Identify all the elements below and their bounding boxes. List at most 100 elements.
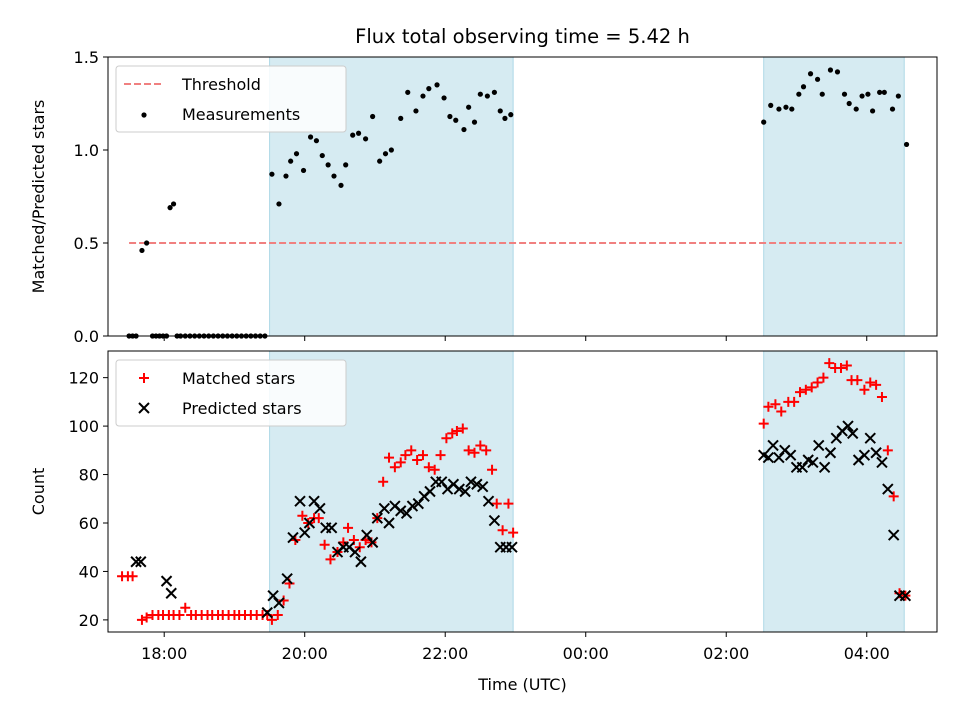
predicted-point [294,495,306,507]
data-point [167,205,173,211]
y-tick-label: 1.0 [74,141,99,160]
matched-point [423,462,434,473]
predicted-point [135,556,147,568]
data-point [325,162,331,168]
predicted-point [424,485,436,498]
matched-point [435,450,446,461]
y-tick-label: 60 [79,514,99,533]
data-point [331,173,337,179]
predicted-point [887,529,900,541]
matched-point [475,440,486,451]
data-point [789,106,795,112]
data-point [497,108,503,114]
matched-point [770,399,781,410]
legend-label: Measurements [182,105,300,124]
data-point [382,151,389,157]
data-point [441,95,447,101]
y-tick-label: 20 [79,611,99,630]
data-point [783,104,789,110]
predicted-point [488,514,501,527]
x-tick-label: 22:00 [422,644,468,663]
data-point [768,102,774,108]
data-point [865,91,871,97]
data-point [502,115,508,121]
data-point [853,106,859,112]
axes-frame [107,350,938,633]
matched-point [343,522,354,533]
matched-point [481,445,492,456]
matched-point [406,445,417,456]
matched-point [758,418,769,429]
matched-point [174,610,185,621]
data-point [388,147,394,153]
data-point [834,69,841,75]
matched-point [469,447,480,458]
legend-measurement-marker [141,112,147,118]
legend-box [115,359,347,427]
matched-point [824,358,835,369]
data-point [461,126,467,133]
predicted-point [366,536,379,549]
matched-point [487,464,498,475]
predicted-point [846,427,859,440]
data-point [877,89,883,95]
data-point [338,182,344,188]
data-point [300,167,307,174]
legend: Threshold Measurements [115,65,347,133]
data-point [420,93,426,99]
matched-point [835,362,846,373]
data-point [370,113,376,120]
data-point [859,93,865,99]
legend-label: Predicted stars [182,399,302,418]
observing-window-2 [763,56,905,337]
matched-point [384,452,395,463]
matched-point [882,445,893,456]
matched-point [441,433,452,444]
matched-point [818,372,829,383]
data-point [405,89,411,95]
data-point [139,247,145,254]
predicted-point [165,587,177,599]
predicted-point [476,480,489,493]
y-tick-label: 120 [68,369,99,388]
data-point [343,162,349,168]
matched-point [508,527,519,538]
data-point [471,119,478,125]
matched-point [378,476,389,487]
x-tick-label: 04:00 [844,644,890,663]
data-point [313,138,320,144]
chart-title: Flux total observing time = 5.42 h [355,25,690,48]
matched-point [812,377,823,388]
matched-point [136,614,147,625]
data-point [276,201,282,207]
matched-point [852,375,863,386]
data-point [466,104,472,110]
predicted-point [459,485,471,498]
matched-point [417,450,428,461]
y-axis-label: Count [29,468,48,516]
predicted-point [383,517,395,529]
data-point [398,115,404,121]
data-point [895,93,901,99]
predicted-point [842,420,854,432]
predicted-point [299,526,311,539]
y-axis-label: Matched/Predicted stars [29,100,48,294]
data-point [447,113,453,120]
matched-point [876,392,887,403]
predicted-point [261,606,273,619]
legend: Matched stars Predicted stars [115,359,347,427]
predicted-point [355,556,367,568]
matched-point [888,491,899,502]
predicted-point [371,512,384,524]
data-point [796,91,802,97]
data-point [819,91,825,97]
predicted-point [482,495,495,507]
matched-point [865,377,876,388]
data-point [283,173,289,179]
data-point [846,100,852,107]
observing-window-2 [763,350,905,633]
predicted-point [864,432,876,444]
data-point [807,71,814,77]
predicted-point [453,483,465,495]
